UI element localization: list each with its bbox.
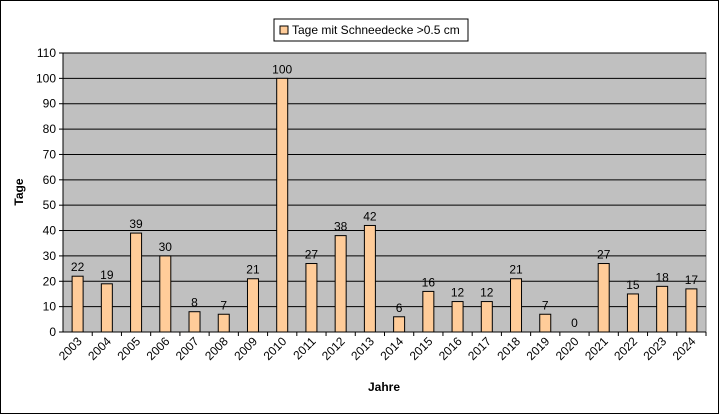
- bar-2003: [71, 275, 84, 333]
- data-label-2020: 0: [571, 316, 578, 330]
- bar-2009: [246, 278, 259, 333]
- data-label-2012: 38: [334, 220, 348, 234]
- bar-2024: [685, 288, 698, 333]
- data-label-2014: 6: [396, 301, 403, 315]
- y-tick-label: 100: [36, 71, 56, 85]
- data-label-2015: 16: [422, 275, 436, 289]
- x-tick-label-2010: 2010: [261, 334, 290, 363]
- y-tick-label: 10: [43, 300, 57, 314]
- x-tick-label-2004: 2004: [85, 334, 114, 363]
- x-tick-label-2006: 2006: [144, 334, 173, 363]
- x-tick-label-2011: 2011: [290, 334, 318, 362]
- data-label-2024: 17: [685, 273, 699, 287]
- x-tick-label-2022: 2022: [611, 334, 640, 363]
- bar-2004: [100, 283, 113, 333]
- bar-2018: [510, 278, 523, 333]
- data-label-2018: 21: [509, 263, 523, 277]
- data-label-2008: 7: [220, 298, 227, 312]
- x-tick-label-2009: 2009: [231, 334, 260, 363]
- x-tick-label-2021: 2021: [582, 334, 611, 363]
- x-tick-label-2003: 2003: [56, 334, 85, 363]
- data-label-2011: 27: [305, 248, 319, 262]
- y-tick-label: 0: [49, 325, 56, 339]
- y-tick-label: 20: [43, 274, 57, 288]
- data-labels: 22 19 39 30 8 7 21 100 27 38 42 6 16 12 12 21 7 0 27 15 18 17: [71, 62, 698, 330]
- y-tick-label: 40: [43, 224, 57, 238]
- bar-2011: [305, 263, 318, 333]
- bar-2012: [334, 235, 347, 333]
- bar-2005: [130, 232, 143, 333]
- x-tick-label-2005: 2005: [114, 334, 143, 363]
- legend: Tage mit Schneedecke >0.5 cm: [273, 18, 469, 42]
- bar-2023: [656, 285, 669, 333]
- x-axis-ticks: 2003 2004 2005 2006 2007 2008 2009 2010 2011 2012…: [56, 332, 707, 363]
- bar-2021: [597, 263, 610, 333]
- data-label-2023: 18: [655, 270, 669, 284]
- data-label-2016: 12: [451, 286, 465, 300]
- data-label-2017: 12: [480, 286, 494, 300]
- data-label-2003: 22: [71, 260, 85, 274]
- bar-2013: [363, 224, 376, 333]
- y-tick-label: 30: [43, 249, 57, 263]
- x-tick-label-2024: 2024: [670, 334, 699, 363]
- bar-2007: [188, 311, 201, 333]
- x-axis-title: Jahre: [368, 380, 400, 394]
- x-tick-label-2018: 2018: [494, 334, 523, 363]
- legend-box: [273, 18, 469, 42]
- bar-2008: [217, 313, 230, 333]
- x-tick-label-2017: 2017: [465, 334, 494, 363]
- legend-swatch: [279, 25, 289, 35]
- data-label-2005: 39: [129, 217, 143, 231]
- x-tick-label-2023: 2023: [640, 334, 669, 363]
- bar-2014: [393, 316, 406, 333]
- y-tick-label: 80: [43, 122, 57, 136]
- x-tick-label-2020: 2020: [553, 334, 582, 363]
- x-tick-label-2013: 2013: [348, 334, 377, 363]
- y-axis-ticks: 0 10 20 30 40 50 60 70 80 90 100 110: [36, 46, 63, 339]
- y-tick-label: 50: [43, 198, 57, 212]
- y-tick-label: 70: [43, 147, 57, 161]
- y-tick-label: 90: [43, 97, 57, 111]
- legend-label: Tage mit Schneedecke >0.5 cm: [292, 23, 460, 37]
- y-axis-title: Tage: [12, 178, 26, 205]
- data-label-2006: 30: [159, 240, 173, 254]
- bar-2016: [451, 301, 464, 333]
- x-tick-label-2019: 2019: [524, 334, 553, 363]
- data-label-2004: 19: [100, 268, 114, 282]
- bar-2015: [422, 290, 435, 333]
- bar-2017: [480, 301, 493, 333]
- bar-2010: [276, 77, 289, 333]
- data-label-2019: 7: [542, 298, 549, 312]
- data-label-2013: 42: [363, 209, 377, 223]
- x-tick-label-2016: 2016: [436, 334, 465, 363]
- y-tick-label: 110: [37, 46, 56, 60]
- x-tick-label-2015: 2015: [407, 334, 436, 363]
- bar-2022: [626, 293, 639, 333]
- x-tick-label-2014: 2014: [377, 334, 406, 363]
- data-label-2010: 100: [272, 62, 292, 76]
- data-label-2009: 21: [246, 263, 260, 277]
- x-tick-label-2012: 2012: [319, 334, 348, 363]
- data-label-2021: 27: [597, 248, 611, 262]
- bar-2019: [539, 313, 552, 333]
- x-tick-label-2007: 2007: [173, 334, 202, 363]
- data-label-2007: 8: [191, 296, 198, 310]
- x-tick-label-2008: 2008: [202, 334, 231, 363]
- data-label-2022: 15: [626, 278, 640, 292]
- bars: [71, 77, 698, 333]
- y-tick-label: 60: [43, 173, 57, 187]
- bar-2006: [159, 255, 172, 333]
